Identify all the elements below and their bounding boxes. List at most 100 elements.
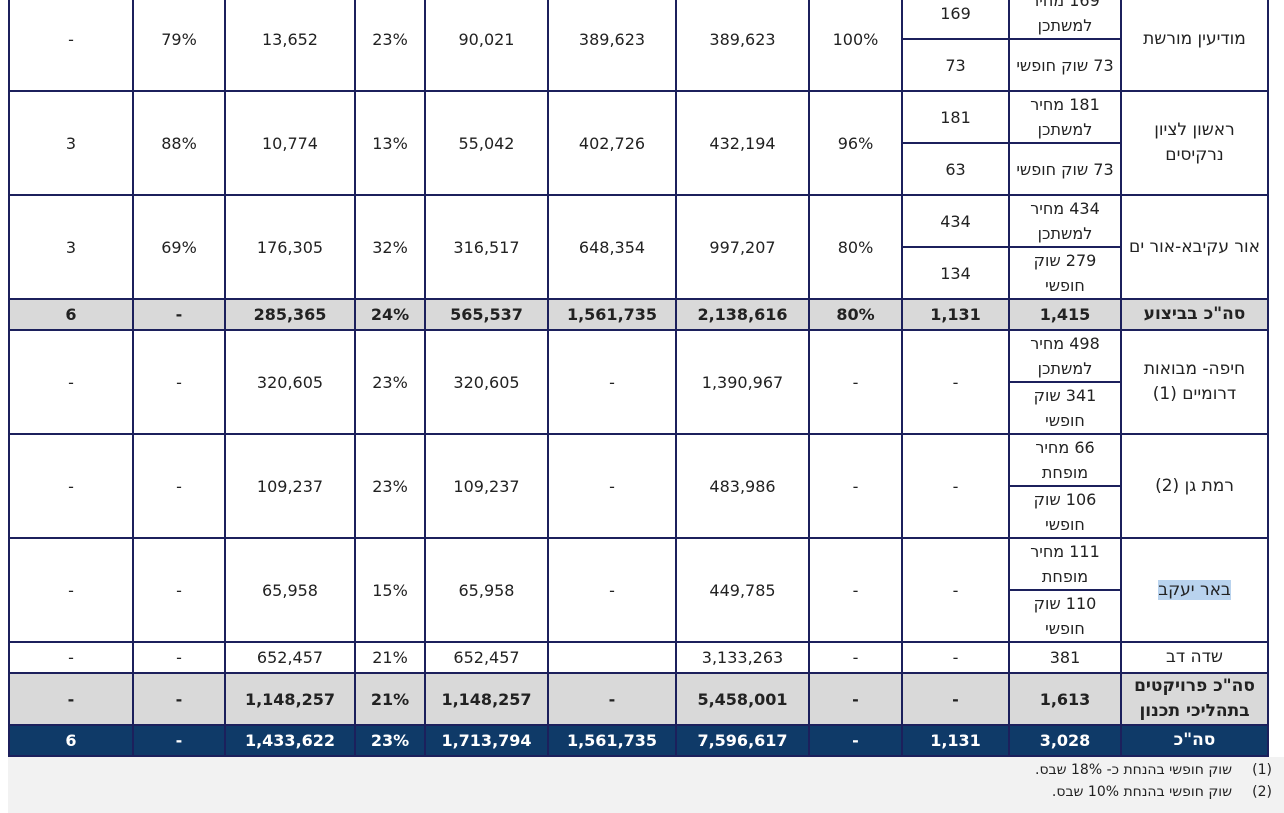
table-row: סה"כ 3,028 1,131-7,596,617 1,561,735 1,713,7… xyxy=(8,724,1269,757)
value-cell: 32% xyxy=(354,194,426,300)
value-cell: 285,365 xyxy=(224,298,356,331)
value-cell: 389,623 xyxy=(547,0,677,92)
units-cell: 279 שוק חופשי xyxy=(1008,246,1122,300)
value-cell: - xyxy=(132,641,226,674)
units-cell: 66 מחיר מופחת xyxy=(1008,433,1122,487)
value-cell: - xyxy=(8,641,134,674)
table-row: סה"כ בביצוע 1,415 1,131 80% 2,138,616 1,561,7… xyxy=(8,298,1269,331)
value-cell: 320,605 xyxy=(424,329,549,435)
value-cell: - xyxy=(132,537,226,643)
units-cell: 73 שוק חופשי xyxy=(1008,142,1122,196)
value-cell: 1,390,967 xyxy=(675,329,810,435)
value-cell: - xyxy=(132,724,226,757)
units-cell: 341 שוק חופשי xyxy=(1008,381,1122,435)
count-cell: - xyxy=(901,641,1010,674)
project-name: באר יעקב xyxy=(1120,537,1269,643)
value-cell: 449,785 xyxy=(675,537,810,643)
value-cell: 3,133,263 xyxy=(675,641,810,674)
table-row: באר יעקב 111 מחיר מופחת - -449,785-65,958 15… xyxy=(8,537,1269,643)
project-name: סה"כ פרויקטים בתהליכי תכנון xyxy=(1120,672,1269,726)
value-cell: 1,561,735 xyxy=(547,724,677,757)
table-row: 110 שוק חופשי xyxy=(9,589,1268,643)
value-cell: - xyxy=(132,672,226,726)
value-cell: 65,958 xyxy=(424,537,549,643)
value-cell: - xyxy=(8,672,134,726)
value-cell: - xyxy=(808,433,903,539)
value-cell: 13,652 xyxy=(224,0,356,92)
value-cell: 1,148,257 xyxy=(224,672,356,726)
project-name: ראשון לציון נרקיסים xyxy=(1120,90,1269,196)
value-cell: 13% xyxy=(354,90,426,196)
project-name-text: באר יעקב xyxy=(1158,579,1231,600)
value-cell: 402,726 xyxy=(547,90,677,196)
value-cell: 109,237 xyxy=(224,433,356,539)
value-cell: 88% xyxy=(132,90,226,196)
count-cell: 169 xyxy=(901,0,1010,40)
value-cell: 23% xyxy=(354,433,426,539)
value-cell: 69% xyxy=(132,194,226,300)
count-cell: - xyxy=(901,672,1010,726)
value-cell: 21% xyxy=(354,641,426,674)
value-cell: 109,237 xyxy=(424,433,549,539)
value-cell: 24% xyxy=(354,298,426,331)
project-name-text: חיפה- מבואות דרומיים (1) xyxy=(1143,359,1246,404)
value-cell: 6 xyxy=(8,298,134,331)
footnote-mark: (1) xyxy=(1252,762,1272,778)
value-cell: 389,623 xyxy=(675,0,810,92)
project-name: חיפה- מבואות דרומיים (1) xyxy=(1120,329,1269,435)
value-cell xyxy=(547,641,677,674)
value-cell: 2,138,616 xyxy=(675,298,810,331)
value-cell: 10,774 xyxy=(224,90,356,196)
value-cell: - xyxy=(132,298,226,331)
count-cell: - xyxy=(901,537,1010,643)
value-cell: 3 xyxy=(8,90,134,196)
value-cell: 79% xyxy=(132,0,226,92)
value-cell: - xyxy=(132,433,226,539)
footnote-text: שוק חופשי בהנחת כ- 18% שבס. xyxy=(1035,762,1232,778)
units-cell: 498 מחיר למשתכן xyxy=(1008,329,1122,383)
value-cell: - xyxy=(808,537,903,643)
count-cell: 181 xyxy=(901,90,1010,144)
value-cell: - xyxy=(808,641,903,674)
value-cell: 1,433,622 xyxy=(224,724,356,757)
value-cell: - xyxy=(8,537,134,643)
project-name-text: רמת גן (2) xyxy=(1155,475,1234,496)
footnote: (1) שוק חופשי בהנחת כ- 18% שבס. xyxy=(1035,759,1272,781)
footnote: (2) שוק חופשי בהנחת 10% שבס. xyxy=(1035,781,1272,803)
value-cell: 23% xyxy=(354,0,426,92)
value-cell: 1,148,257 xyxy=(424,672,549,726)
value-cell: 90,021 xyxy=(424,0,549,92)
count-cell: 73 xyxy=(901,38,1010,92)
project-name: מודיעין מורשת xyxy=(1120,0,1269,92)
value-cell: 648,354 xyxy=(547,194,677,300)
footnotes: (1) שוק חופשי בהנחת כ- 18% שבס. (2) שוק חופ… xyxy=(1035,759,1272,803)
value-cell: - xyxy=(547,329,677,435)
value-cell: 316,517 xyxy=(424,194,549,300)
value-cell: 21% xyxy=(354,672,426,726)
value-cell: 23% xyxy=(354,724,426,757)
count-cell: 1,131 xyxy=(901,298,1010,331)
project-name-text: מודיעין מורשת xyxy=(1143,28,1246,49)
value-cell: - xyxy=(8,0,134,92)
count-cell: 63 xyxy=(901,142,1010,196)
project-name: סה"כ בביצוע xyxy=(1120,298,1269,331)
value-cell: 565,537 xyxy=(424,298,549,331)
projects-table: מודיעין מורשת 169 מחיר למשתכן 169 100% 389,6… xyxy=(8,0,1269,757)
units-cell: 73 שוק חופשי xyxy=(1008,38,1122,92)
value-cell: 80% xyxy=(808,194,903,300)
table-row: שדה דב 381- -3,133,263 652,457 21% 652,457- - xyxy=(8,641,1269,674)
value-cell: - xyxy=(547,537,677,643)
table-row: סה"כ פרויקטים בתהליכי תכנון 1,613- -5,458,… xyxy=(8,672,1269,726)
value-cell: 483,986 xyxy=(675,433,810,539)
units-cell: 111 מחיר מופחת xyxy=(1008,537,1122,591)
footnote-text: שוק חופשי בהנחת 10% שבס. xyxy=(1051,784,1232,800)
value-cell: 55,042 xyxy=(424,90,549,196)
units-cell: 3,028 xyxy=(1008,724,1122,757)
units-cell: 434 מחיר למשתכן xyxy=(1008,194,1122,248)
value-cell: 997,207 xyxy=(675,194,810,300)
project-name: סה"כ xyxy=(1120,724,1269,757)
value-cell: - xyxy=(8,433,134,539)
value-cell: 96% xyxy=(808,90,903,196)
units-cell: 181 מחיר למשתכן xyxy=(1008,90,1122,144)
value-cell: 65,958 xyxy=(224,537,356,643)
